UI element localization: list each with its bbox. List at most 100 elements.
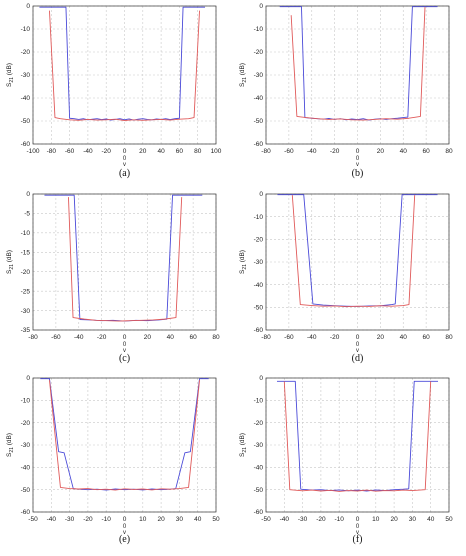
x-axis-label-symbol: 0 xyxy=(356,342,360,348)
x-tick-label: 10 xyxy=(139,516,147,523)
x-tick-label: -50 xyxy=(261,516,271,523)
x-tick-label: -60 xyxy=(284,148,294,155)
x-tick-label: 20 xyxy=(157,516,165,523)
y-tick-label: -30 xyxy=(254,72,264,79)
y-tick-label: -20 xyxy=(254,237,264,244)
y-tick-label: -40 xyxy=(254,282,264,289)
y-tick-label: -50 xyxy=(254,487,264,494)
y-tick-label: -30 xyxy=(21,72,31,79)
y-tick-label: -25 xyxy=(21,288,31,295)
x-tick-label: 20 xyxy=(377,148,385,155)
y-axis-label: S21 (dB) xyxy=(6,250,15,274)
y-tick-label: -60 xyxy=(254,141,264,148)
chart-svg-d: -80 -60 -40 -20 0 20 40 60 800-10-20-30-40-50-60… xyxy=(239,191,453,354)
x-tick-label: 20 xyxy=(390,516,398,523)
x-tick-label: -40 xyxy=(307,148,317,155)
y-tick-label: -35 xyxy=(21,327,31,334)
y-tick-label: -30 xyxy=(21,442,31,449)
x-tick-label: -40 xyxy=(280,516,290,523)
x-tick-label: 40 xyxy=(194,516,202,523)
plot-frame xyxy=(32,377,217,513)
y-tick-label: -20 xyxy=(21,269,31,276)
y-tick-label: -20 xyxy=(254,420,264,427)
x-tick-label: 60 xyxy=(190,334,198,341)
y-tick-label: -30 xyxy=(21,308,31,315)
x-axis-label-unit: v xyxy=(123,162,126,168)
y-tick-label: -50 xyxy=(254,118,264,125)
x-tick-label: 20 xyxy=(377,334,385,341)
x-tick-label: -40 xyxy=(47,516,57,523)
x-tick-label: -60 xyxy=(284,334,294,341)
x-tick-label: 20 xyxy=(139,148,147,155)
x-tick-label: -80 xyxy=(28,334,38,341)
x-axis-label-unit: v xyxy=(356,530,359,536)
y-axis-label: S21 (dB) xyxy=(6,63,15,87)
y-tick-label: -60 xyxy=(254,327,264,334)
panel-caption: (d) xyxy=(351,353,364,364)
y-tick-label: -20 xyxy=(21,420,31,427)
x-tick-label: 80 xyxy=(194,148,202,155)
x-tick-label: -60 xyxy=(51,334,61,341)
series-line-blue xyxy=(276,380,439,492)
x-tick-label: 60 xyxy=(423,148,431,155)
y-tick-label: 0 xyxy=(259,3,263,10)
chart-panel-c: -80 -60 -40 -20 0 20 40 60 80 0 -5 -10 -15 -20 -25 -30 -… xyxy=(0,188,233,372)
chart-svg-c: -80 -60 -40 -20 0 20 40 60 80 0 -5 -10 -15 -20 -25 -30 -… xyxy=(6,191,220,354)
series-line-blue xyxy=(39,6,206,121)
y-axis-label: S21 (dB) xyxy=(239,433,248,457)
y-axis-label: S21 (dB) xyxy=(6,433,15,457)
plot-frame xyxy=(32,193,217,331)
y-tick-label: -60 xyxy=(21,509,31,516)
series-line-red xyxy=(49,10,200,121)
series-line-blue xyxy=(40,378,209,491)
x-tick-label: 0 xyxy=(356,516,360,523)
x-tick-label: 40 xyxy=(427,516,435,523)
series-line-red xyxy=(291,195,416,308)
x-axis-label-unit: v xyxy=(356,162,359,168)
x-tick-label: 10 xyxy=(372,516,380,523)
x-axis-label-unit: v xyxy=(123,530,126,536)
x-tick-label: 0 xyxy=(123,148,127,155)
y-tick-label: -40 xyxy=(21,465,31,472)
x-tick-label: 30 xyxy=(409,516,417,523)
x-tick-label: -80 xyxy=(261,148,271,155)
series-line-red xyxy=(283,381,432,492)
plot-frame xyxy=(265,377,450,513)
y-tick-label: -30 xyxy=(254,442,264,449)
x-tick-label: -20 xyxy=(330,334,340,341)
plot-frame xyxy=(265,193,450,331)
y-tick-label: -50 xyxy=(254,305,264,312)
x-axis-label-symbol: 0 xyxy=(356,524,360,530)
chart-panel-d: -80 -60 -40 -20 0 20 40 60 80 0 -10 -20 -30 -40 -50 -60… xyxy=(233,188,466,372)
y-tick-label: -60 xyxy=(21,141,31,148)
y-tick-label: -50 xyxy=(21,487,31,494)
panel-caption: (c) xyxy=(118,353,131,364)
x-tick-label: -40 xyxy=(83,148,93,155)
x-axis-label-symbol: 0 xyxy=(123,156,127,162)
x-tick-label: -60 xyxy=(65,148,75,155)
series-line-red xyxy=(49,380,200,491)
x-axis-label-symbol: 0 xyxy=(123,524,127,530)
x-tick-label: 40 xyxy=(167,334,175,341)
x-tick-label: 80 xyxy=(445,334,453,341)
y-tick-label: -50 xyxy=(21,118,31,125)
y-tick-label: 0 xyxy=(26,191,30,198)
panel-caption: (f) xyxy=(352,534,363,545)
x-tick-label: 100 xyxy=(211,148,222,155)
y-tick-label: -10 xyxy=(254,214,264,221)
x-tick-label: -20 xyxy=(97,334,107,341)
y-tick-label: -10 xyxy=(21,398,31,405)
x-axis-label-symbol: 0 xyxy=(356,156,360,162)
x-tick-label: -100 xyxy=(26,148,39,155)
chart-panel-f: -50 -40 -30 -20 -10 0 10 20 30 40 50 0 -10 -20 -30 -40 -… xyxy=(233,372,466,556)
x-tick-label: 0 xyxy=(356,148,360,155)
y-tick-label: -20 xyxy=(254,49,264,56)
x-tick-label: -20 xyxy=(316,516,326,523)
y-tick-label: -10 xyxy=(21,26,31,33)
y-tick-label: -60 xyxy=(254,509,264,516)
y-tick-label: -40 xyxy=(254,95,264,102)
y-tick-label: 0 xyxy=(26,3,30,10)
chart-svg-f: -50 -40 -30 -20 -10 0 10 20 30 40 50 0 -10 -20 -30 -40 -… xyxy=(239,375,453,536)
y-tick-label: -20 xyxy=(21,49,31,56)
panel-caption: (a) xyxy=(118,168,131,179)
